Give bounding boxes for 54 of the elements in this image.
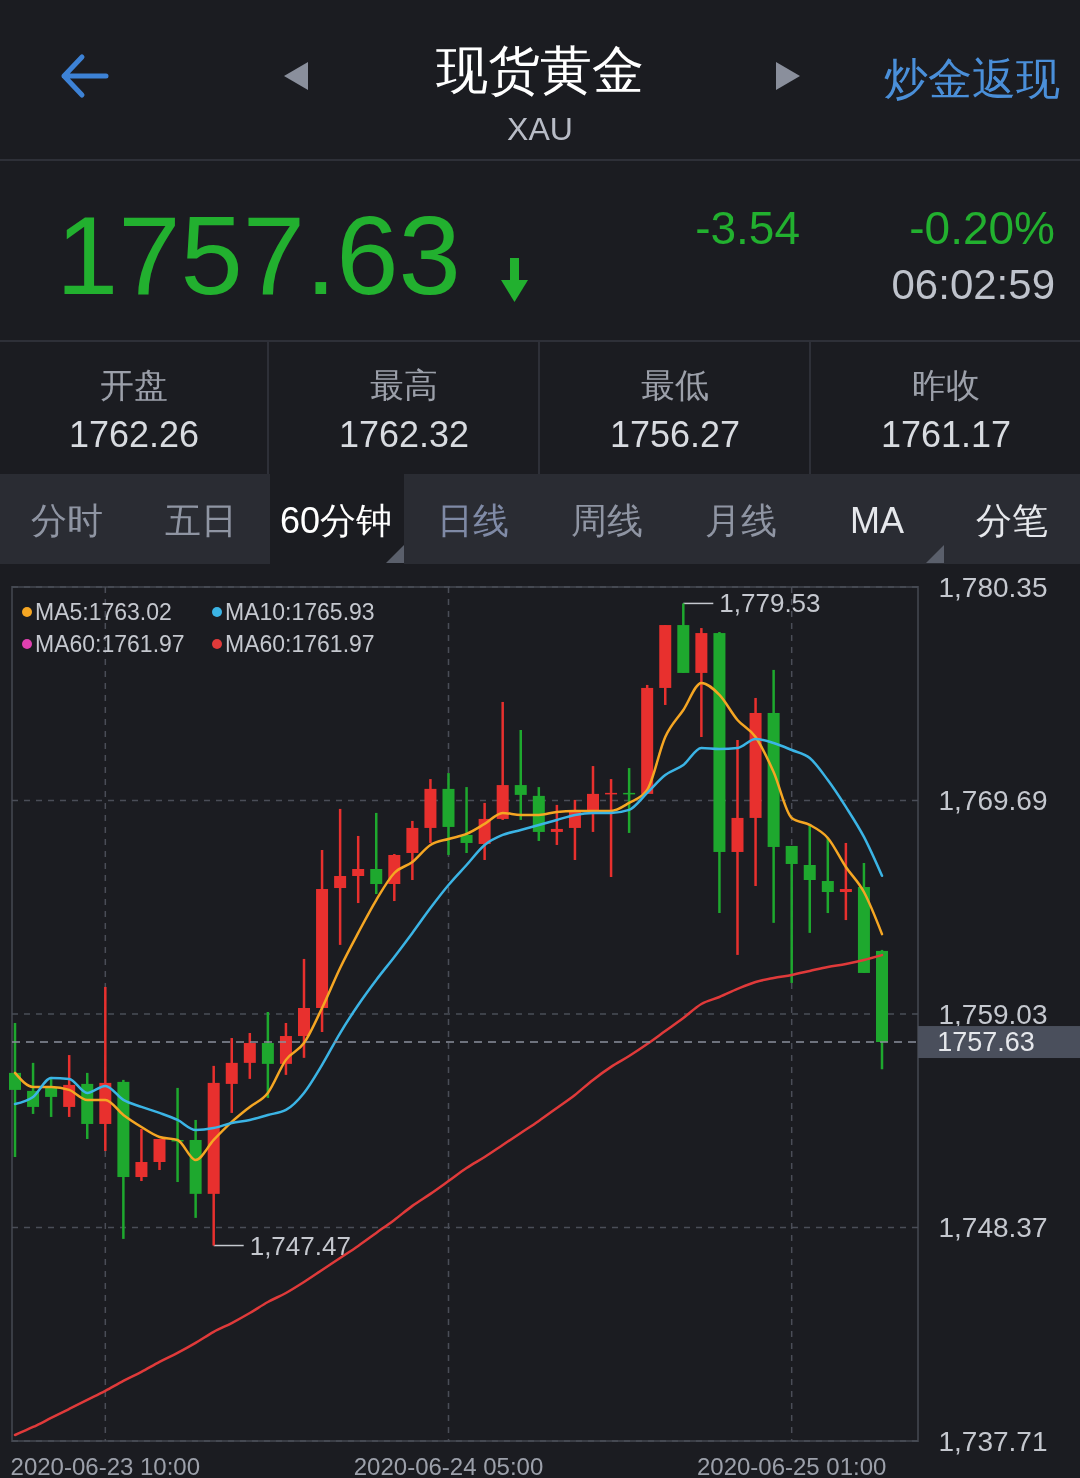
text: 五日 (165, 499, 237, 541)
y-tick-label: 1,780.35 (938, 571, 1048, 603)
legend-label: MA60:1761.97 (35, 631, 185, 657)
candlestick (370, 811, 383, 896)
x-tick-label: 2020-06-24 05:00 (353, 1452, 544, 1478)
legend-label: MA5:1763.02 (35, 599, 172, 625)
text: 最高 (370, 366, 438, 404)
candlestick (550, 803, 563, 847)
candlestick (785, 844, 798, 985)
candlestick (243, 1031, 256, 1081)
candlestick (225, 1036, 238, 1115)
line-series (13, 953, 884, 1437)
chart-subtitle: XAU (507, 111, 573, 147)
candlestick (135, 1127, 148, 1183)
text: 1761.17 (880, 413, 1012, 455)
ref-line-label: 1757.63 (937, 1027, 1035, 1058)
text: MA (850, 499, 904, 541)
legend-label: MA10:1765.93 (225, 599, 375, 625)
text: 06:02:59 (891, 260, 1055, 308)
legend-label: MA60:1761.97 (225, 631, 375, 657)
text: 1762.26 (68, 413, 200, 455)
text: 日线 (437, 499, 509, 541)
chart-title: 现货黄金 (436, 41, 644, 99)
text: 1756.27 (609, 413, 741, 455)
text: 分时 (31, 499, 103, 541)
text: 60分钟 (279, 499, 393, 541)
line-series (13, 737, 884, 1132)
text: 最低 (641, 366, 709, 404)
y-tick-label: 1,759.03 (938, 998, 1048, 1030)
candlestick (352, 834, 365, 905)
y-tick-label: 1,737.71 (938, 1425, 1048, 1457)
candlestick (839, 841, 852, 922)
text: 分笔 (976, 499, 1048, 541)
text: 开盘 (100, 366, 168, 404)
text: 昨收 (912, 366, 980, 404)
x-tick-label: 2020-06-23 10:00 (10, 1452, 201, 1478)
candlestick (460, 785, 473, 855)
annotation: 1,779.53 (719, 588, 821, 619)
text: -0.20% (909, 202, 1055, 254)
candlestick (261, 1010, 274, 1100)
annotation: 1,747.47 (249, 1230, 351, 1261)
y-tick-label: 1,748.37 (938, 1212, 1048, 1243)
text: 1757.63 (56, 192, 461, 318)
y-tick-label: 1,769.69 (938, 785, 1048, 816)
x-tick-label: 2020-06-25 01:00 (696, 1452, 887, 1478)
candlestick (514, 728, 527, 822)
text: 1762.32 (338, 413, 470, 455)
candlestick (803, 823, 816, 935)
text: -3.54 (695, 202, 800, 254)
text: 炒金返现 (884, 53, 1060, 103)
text: 月线 (705, 499, 777, 541)
candlestick (334, 807, 347, 947)
candlestick (153, 1137, 166, 1172)
text: 周线 (571, 499, 643, 541)
